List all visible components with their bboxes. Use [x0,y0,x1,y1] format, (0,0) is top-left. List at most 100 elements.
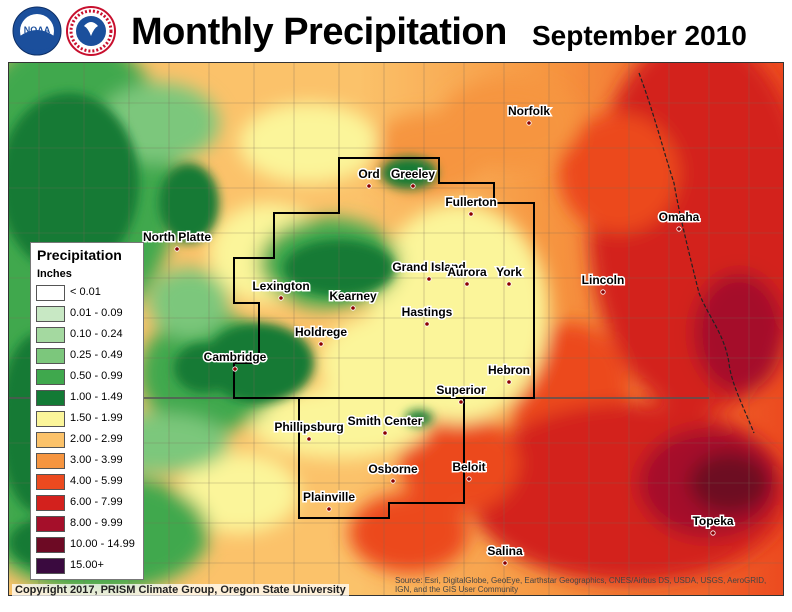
city-dot [710,530,716,536]
legend-label: 15.00+ [70,559,104,571]
legend-item: 0.50 - 0.99 [36,369,141,385]
city-label: Kearney [329,289,377,303]
legend-item: < 0.01 [36,285,141,301]
city-label: Hastings [402,305,453,319]
city-dot [506,281,512,287]
city-marker: York [495,264,524,287]
legend-item: 4.00 - 5.99 [36,474,141,490]
city-dot [382,430,388,436]
city-label: Lexington [252,279,309,293]
city-marker: Grand Island [391,259,467,282]
city-dot [410,183,416,189]
legend-swatch [36,474,65,490]
city-marker: Lincoln [580,272,626,295]
city-label: Lincoln [582,273,625,287]
city-dot [676,226,682,232]
legend-label: 6.00 - 7.99 [70,496,123,508]
city-label: Plainville [303,490,355,504]
city-dot [600,289,606,295]
city-marker: Plainville [301,489,357,512]
city-marker: Smith Center [346,413,424,436]
city-dot [306,436,312,442]
legend-swatch [36,390,65,406]
legend-item: 2.00 - 2.99 [36,432,141,448]
city-dot [326,506,332,512]
city-label: Fullerton [445,195,496,209]
header: NOAA Monthly Precipitation September 201… [0,0,792,62]
city-label: Topeka [692,514,733,528]
city-label: Greeley [391,167,435,181]
forecast-area-boundary [233,157,535,519]
city-label: Norfolk [508,104,550,118]
legend-swatch [36,369,65,385]
legend-swatch [36,558,65,574]
city-dot [506,379,512,385]
city-label: Cambridge [204,350,267,364]
legend-item: 1.50 - 1.99 [36,411,141,427]
city-marker: Beloit [451,459,487,482]
city-marker: Greeley [389,166,437,189]
city-marker: Lexington [251,278,311,301]
city-marker: Phillipsburg [273,419,345,442]
legend-swatch [36,327,65,343]
nws-logo [66,6,116,56]
city-label: Phillipsburg [274,420,343,434]
legend-label: 0.25 - 0.49 [70,349,123,361]
legend-label: 0.01 - 0.09 [70,307,123,319]
city-marker: Hastings [400,304,454,327]
city-dot [464,281,470,287]
city-dot [278,295,284,301]
legend-label: 3.00 - 3.99 [70,454,123,466]
legend-swatch [36,432,65,448]
svg-text:NOAA: NOAA [24,25,51,35]
legend-item: 6.00 - 7.99 [36,495,141,511]
legend-item: 0.10 - 0.24 [36,327,141,343]
map-title: Monthly Precipitation [131,11,507,53]
city-marker: Aurora [446,264,488,287]
city-label: Aurora [447,265,487,279]
city-marker: Norfolk [507,103,552,126]
city-label: Beloit [452,460,485,474]
city-marker: Holdrege [293,324,349,347]
legend-swatch [36,516,65,532]
legend-units: Inches [37,268,72,280]
legend-label: 8.00 - 9.99 [70,517,123,529]
city-label: Hebron [488,363,530,377]
city-dot [390,478,396,484]
legend-label: 1.50 - 1.99 [70,412,123,424]
city-label: Smith Center [348,414,423,428]
legend-swatch [36,306,65,322]
legend-swatch [36,453,65,469]
city-label: Holdrege [295,325,347,339]
city-marker: Salina [486,543,524,566]
city-label: Omaha [659,210,700,224]
city-dot [350,305,356,311]
legend-swatch [36,285,65,301]
city-marker: Cambridge [202,349,268,372]
city-marker: Ord [357,166,381,189]
city-label: Osborne [368,462,418,476]
legend-item: 3.00 - 3.99 [36,453,141,469]
legend-swatch [36,537,65,553]
city-dot [232,366,238,372]
legend-label: < 0.01 [70,286,101,298]
city-marker: Superior [435,382,488,405]
legend-item: 0.25 - 0.49 [36,348,141,364]
city-label: Ord [358,167,379,181]
legend-item: 8.00 - 9.99 [36,516,141,532]
missouri-river [638,72,755,434]
copyright-text: Copyright 2017, PRISM Climate Group, Ore… [12,584,349,596]
city-label: Grand Island [392,260,465,274]
attribution-text: Source: Esri, DigitalGlobe, GeoEye, Eart… [395,576,767,594]
city-dot [458,399,464,405]
city-marker: Osborne [367,461,419,484]
city-marker: Fullerton [444,194,498,217]
city-marker: Omaha [657,209,701,232]
city-marker: Topeka [691,513,735,536]
city-label: York [496,265,522,279]
legend-swatch [36,348,65,364]
legend-label: 2.00 - 2.99 [70,433,123,445]
city-dot [366,183,372,189]
legend-item: 1.00 - 1.49 [36,390,141,406]
legend-item: 15.00+ [36,558,141,574]
